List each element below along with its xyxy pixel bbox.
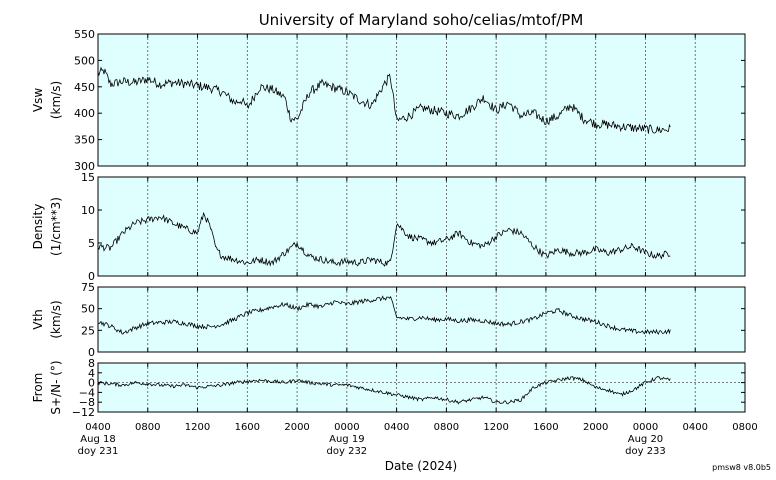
panel-3: 0 25 50 75 Vth (km/s): [31, 281, 746, 359]
y-tick-label: 400: [74, 107, 95, 120]
x-tick-label: 1200: [483, 422, 508, 433]
x-tick-label: 0400: [683, 422, 708, 433]
panel-1: 300 350 400 450 500 550 Vsw (km/s): [31, 28, 746, 173]
y-axis-unit-label: S+/N- (°): [49, 360, 63, 414]
panel-background: [98, 177, 745, 276]
y-tick-label: −12: [72, 406, 95, 419]
x-tick-label: 0800: [732, 422, 757, 433]
x-tick-label: 0800: [135, 422, 160, 433]
x-doy-label: doy 233: [625, 446, 666, 457]
x-tick-label: 0800: [434, 422, 459, 433]
panel-frame: [97, 33, 746, 167]
y-tick-label: 450: [74, 81, 95, 94]
y-axis-unit-label: (km/s): [49, 300, 63, 338]
y-tick-label: 5: [88, 237, 95, 250]
chart-title: University of Maryland soho/celias/mtof/…: [259, 11, 584, 29]
panel-frame: [97, 362, 746, 413]
x-doy-label: doy 232: [327, 446, 368, 457]
x-tick-label: 1600: [533, 422, 558, 433]
y-tick-label: 550: [74, 28, 95, 41]
x-date-label: Aug 18: [80, 434, 115, 445]
x-tick-label: 0400: [85, 422, 110, 433]
panel-2: 0 5 10 15 Density (1/cm**3): [31, 171, 746, 283]
panel-frame: [97, 176, 746, 277]
x-tick-label: 2000: [583, 422, 608, 433]
x-tick-label: 2000: [284, 422, 309, 433]
y-tick-label: 10: [81, 204, 95, 217]
y-tick-label: 75: [81, 281, 95, 294]
x-date-label: Aug 19: [329, 434, 364, 445]
y-tick-label: 350: [74, 134, 95, 147]
x-date-label: Aug 20: [628, 434, 663, 445]
y-tick-label: 0: [88, 377, 95, 390]
series-line-2: [97, 211, 671, 267]
x-tick-label: 1600: [235, 422, 260, 433]
version-label: pmsw8 v8.0b5: [712, 463, 771, 472]
x-tick-label: 0400: [384, 422, 409, 433]
x-tick-label: 0000: [334, 422, 359, 433]
y-tick-label: 0: [88, 346, 95, 359]
y-tick-label: −8: [79, 396, 95, 409]
x-doy-label: doy 231: [78, 446, 119, 457]
panel-background: [98, 34, 745, 166]
y-tick-label: 4: [88, 367, 95, 380]
x-tick-label: 0000: [633, 422, 658, 433]
y-tick-label: 8: [88, 357, 95, 370]
y-axis-unit-label: (1/cm**3): [49, 197, 63, 256]
series-line-3: [97, 295, 671, 335]
y-axis-unit-label: (km/s): [49, 81, 63, 119]
series-line-1: [97, 66, 671, 134]
y-tick-label: 300: [74, 160, 95, 173]
y-tick-label: 15: [81, 171, 95, 184]
y-axis-label: Density: [31, 204, 45, 250]
y-tick-label: 500: [74, 54, 95, 67]
x-axis-label: Date (2024): [385, 459, 457, 473]
y-tick-label: 50: [81, 303, 95, 316]
y-tick-label: 25: [81, 324, 95, 337]
y-axis-label: From: [31, 373, 45, 403]
x-tick-label: 1200: [185, 422, 210, 433]
series-line-4: [97, 376, 671, 405]
panel-background: [98, 363, 745, 412]
panel-frame: [97, 286, 746, 353]
y-axis-label: Vsw: [31, 88, 45, 112]
y-tick-label: 0: [88, 270, 95, 283]
y-tick-label: −4: [79, 386, 95, 399]
y-axis-label: Vth: [31, 309, 45, 330]
